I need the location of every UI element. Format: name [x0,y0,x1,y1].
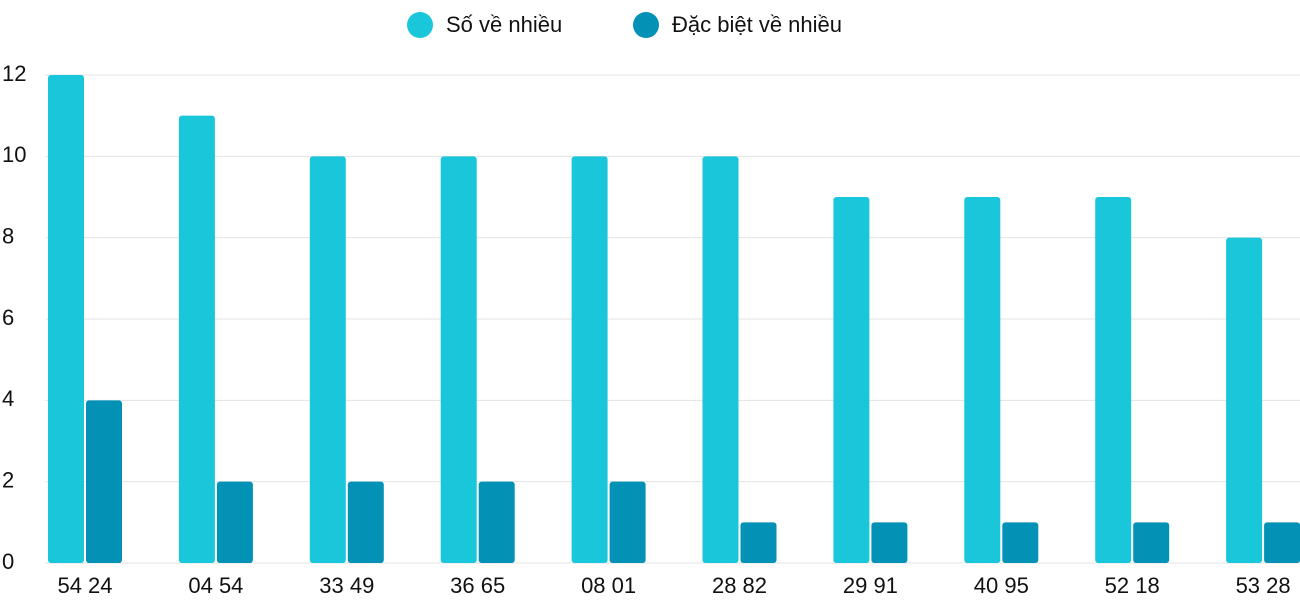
legend-marker [633,12,659,38]
x-tick-label: 53 28 [1236,573,1291,598]
y-tick-label: 2 [2,467,14,492]
legend-marker [407,12,433,38]
bar [833,197,870,563]
x-tick-label: 29 91 [843,573,898,598]
bar [964,197,1001,563]
bar [1226,237,1263,563]
legend-label: Đặc biệt về nhiều [672,12,842,37]
bar [871,522,908,563]
x-tick-label: 04 54 [188,573,243,598]
x-tick-label: 08 01 [581,573,636,598]
bar [702,156,739,564]
bar [571,156,608,564]
bar [178,115,215,564]
x-tick-label: 40 95 [974,573,1029,598]
y-tick-label: 8 [2,223,14,248]
x-tick-label: 52 18 [1105,573,1160,598]
y-tick-label: 12 [2,61,26,86]
bar [48,75,84,563]
bar [1095,197,1132,563]
y-tick-label: 0 [2,549,14,574]
bar [1264,522,1300,563]
legend-label: Số về nhiều [446,12,562,37]
x-tick-label: 28 82 [712,573,767,598]
bar [309,156,346,564]
x-tick-label: 36 65 [450,573,505,598]
bar [216,481,253,563]
bar [347,481,384,563]
bar [609,481,646,563]
bar [86,400,122,563]
bar [1002,522,1039,563]
y-tick-label: 6 [2,305,14,330]
x-tick-label: 54 24 [57,573,112,598]
bar [440,156,477,564]
bar [1133,522,1170,563]
x-tick-label: 33 49 [319,573,374,598]
y-tick-label: 4 [2,386,14,411]
y-tick-label: 10 [2,142,26,167]
bar [478,481,515,563]
bar [740,522,777,563]
